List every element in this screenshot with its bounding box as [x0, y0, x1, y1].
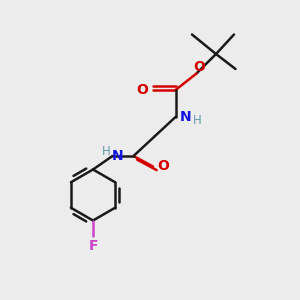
- Text: O: O: [158, 160, 169, 173]
- Text: O: O: [194, 60, 206, 74]
- Text: F: F: [88, 239, 98, 253]
- Text: H: H: [101, 145, 110, 158]
- Text: N: N: [180, 110, 192, 124]
- Text: O: O: [136, 83, 148, 97]
- Text: H: H: [193, 114, 202, 127]
- Text: N: N: [112, 149, 124, 163]
